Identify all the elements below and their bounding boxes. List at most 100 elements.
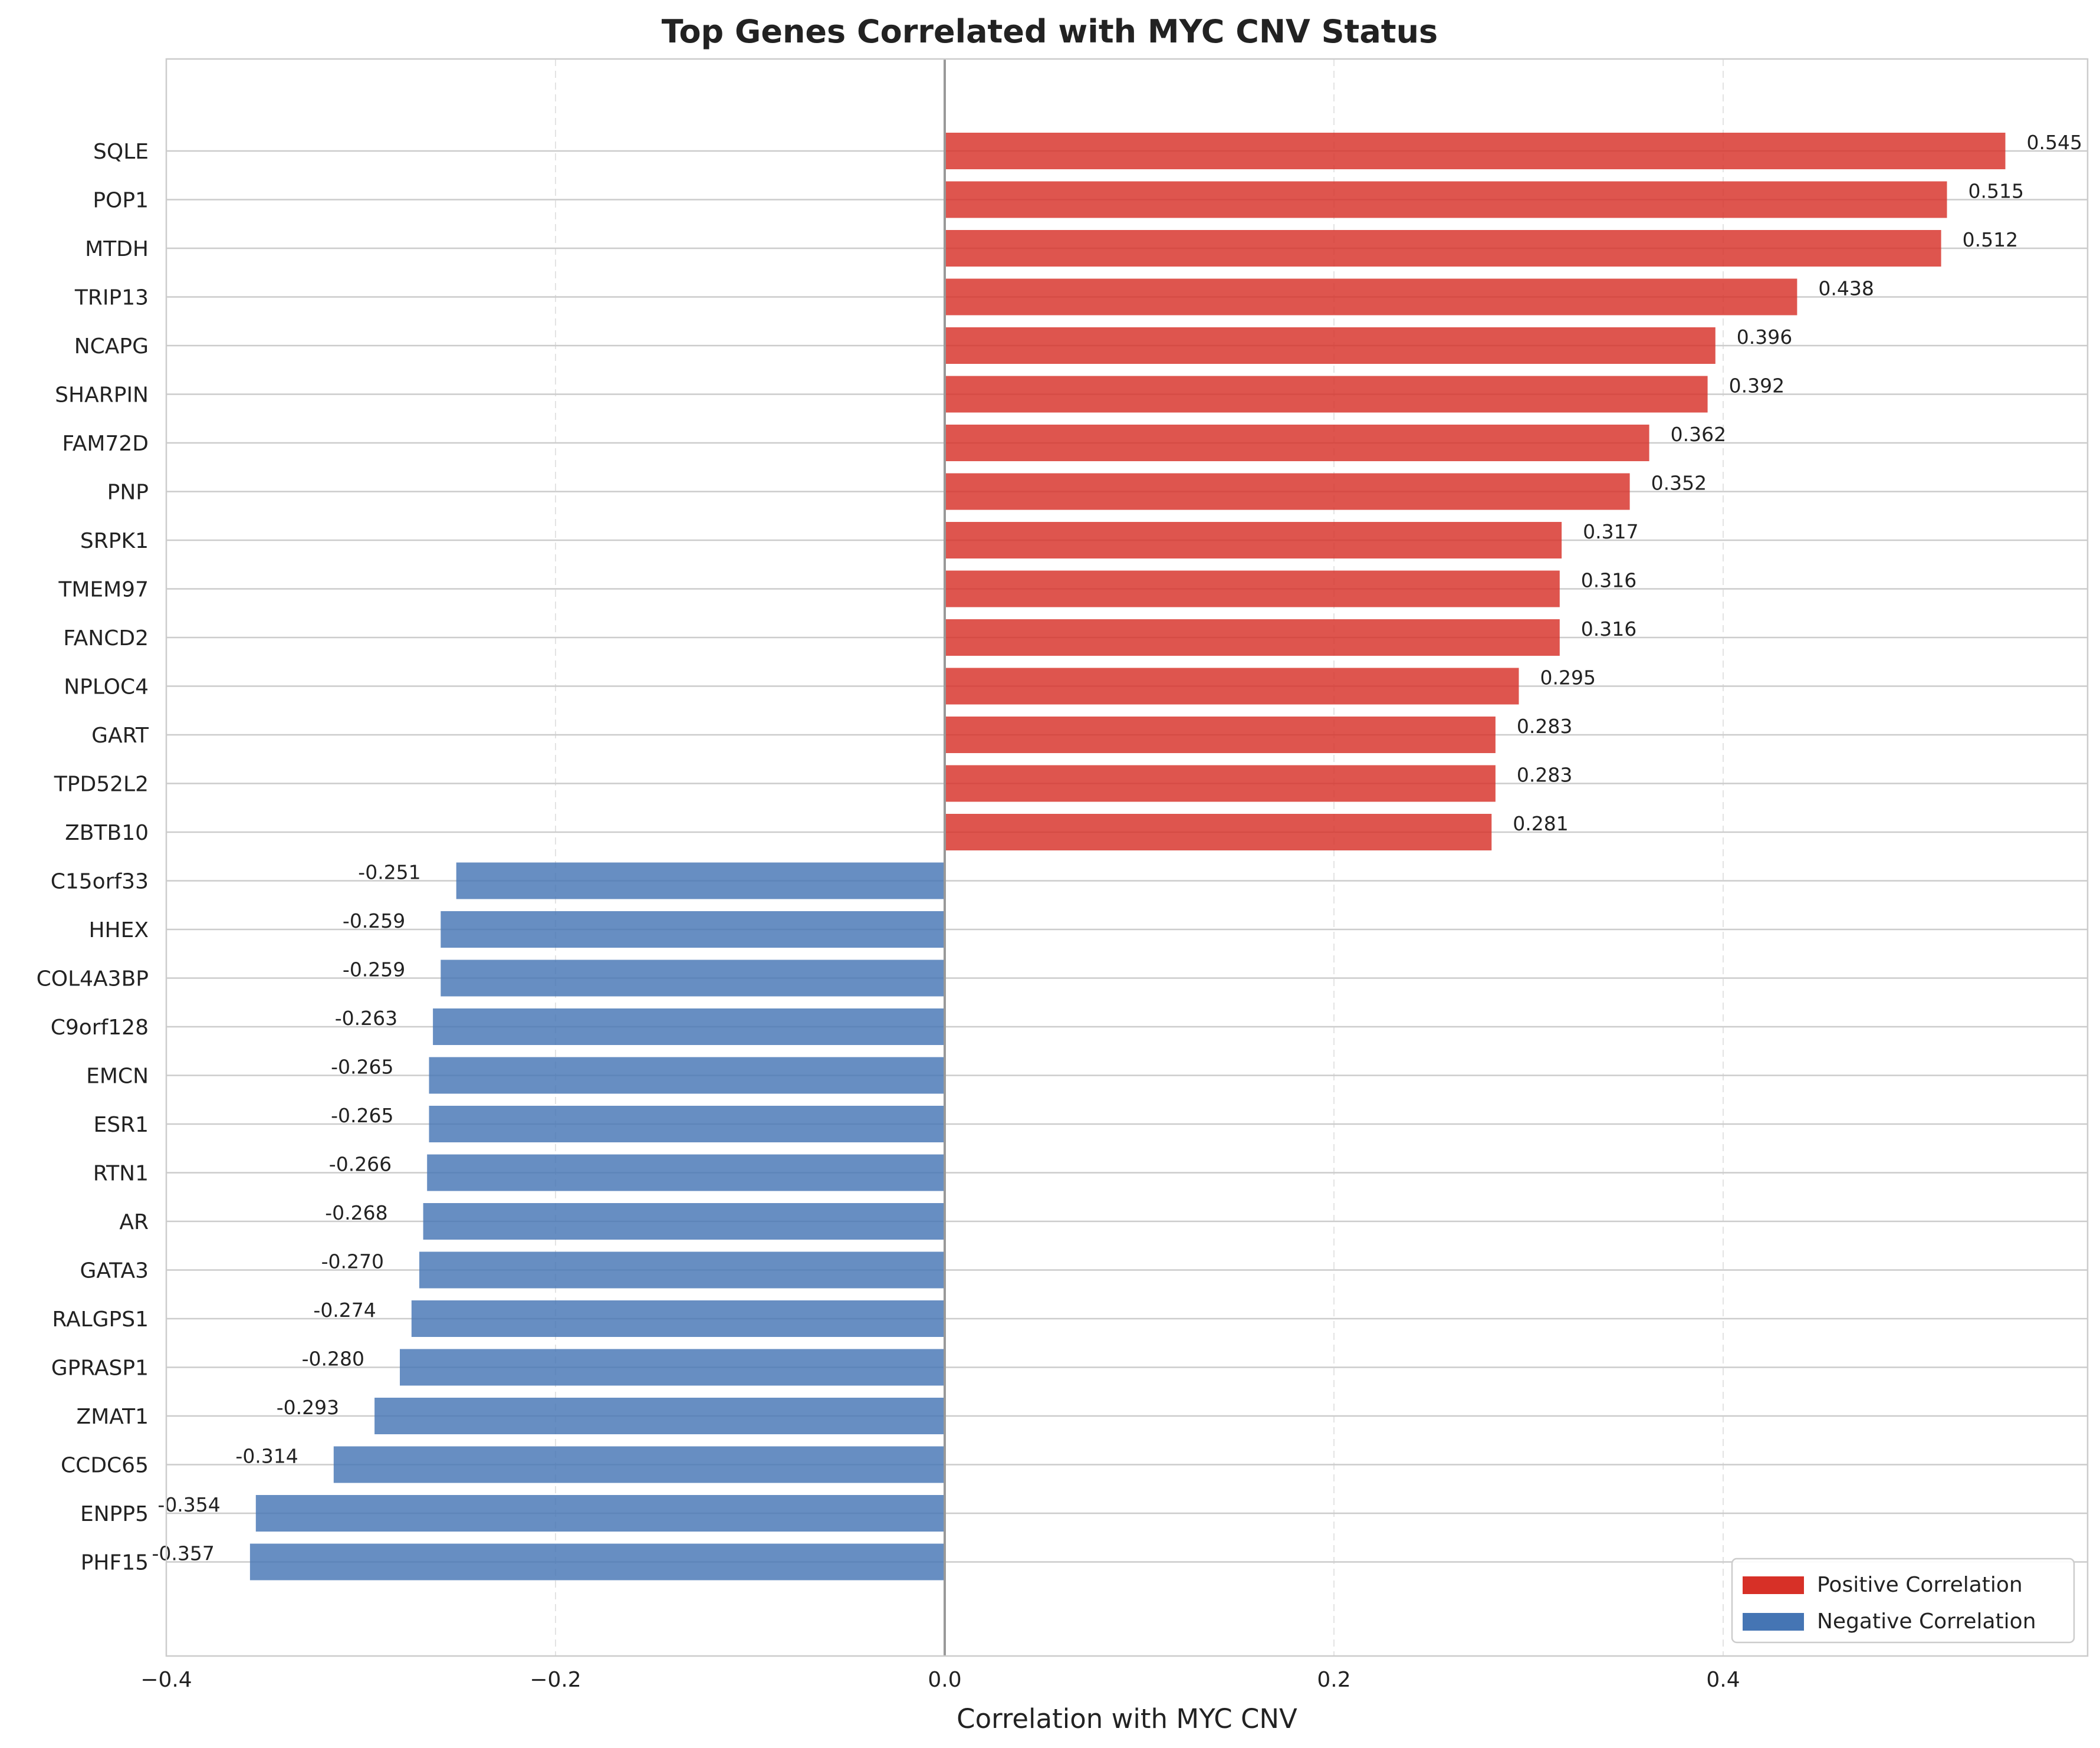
bar-gata3 xyxy=(419,1251,945,1289)
value-label: -0.280 xyxy=(302,1348,364,1371)
y-tick-label: AR xyxy=(119,1210,149,1234)
y-tick-label: FANCD2 xyxy=(63,626,149,650)
bar-zbtb10 xyxy=(945,814,1492,850)
bar-col4a3bp xyxy=(441,960,945,997)
x-axis-label: Correlation with MYC CNV xyxy=(957,1703,1297,1734)
x-tick-label: 0.2 xyxy=(1317,1668,1350,1692)
value-label: 0.362 xyxy=(1671,423,1726,446)
value-label: 0.317 xyxy=(1583,520,1638,543)
y-tick-label: COL4A3BP xyxy=(37,967,149,991)
value-label: 0.396 xyxy=(1737,326,1792,349)
y-tick-label: GART xyxy=(91,724,149,748)
value-label: -0.357 xyxy=(152,1542,215,1565)
legend-swatch xyxy=(1743,1613,1804,1631)
value-label: 0.545 xyxy=(2027,131,2082,154)
legend-box xyxy=(1731,1558,2075,1644)
y-tick-label: ZBTB10 xyxy=(65,821,149,845)
bar-c15orf33 xyxy=(456,862,945,899)
bar-mtdh xyxy=(945,230,1941,267)
y-tick-label: GPRASP1 xyxy=(51,1356,149,1381)
bar-fancd2 xyxy=(945,619,1560,656)
y-tick-label: PHF15 xyxy=(81,1551,149,1575)
y-tick-label: C9orf128 xyxy=(51,1016,149,1040)
y-tick-label: POP1 xyxy=(93,189,149,213)
legend-swatch xyxy=(1743,1576,1804,1594)
legend-label: Negative Correlation xyxy=(1817,1609,2036,1634)
value-label: 0.515 xyxy=(1968,180,2024,203)
y-tick-label: SQLE xyxy=(93,140,149,164)
y-tick-label: RTN1 xyxy=(93,1162,149,1186)
bar-tpd52l2 xyxy=(945,765,1496,802)
y-tick-label: C15orf33 xyxy=(51,870,149,894)
x-tick-label: 0.4 xyxy=(1706,1668,1740,1692)
bar-ralgps1 xyxy=(411,1300,945,1337)
value-label: -0.263 xyxy=(335,1007,397,1030)
bar-trip13 xyxy=(945,278,1797,316)
bar-ccdc65 xyxy=(333,1446,945,1483)
plot-frame xyxy=(165,58,2089,1657)
x-tick-label: −0.4 xyxy=(140,1668,192,1692)
legend: Positive Correlation Negative Correlation xyxy=(1731,1558,2075,1644)
y-tick-label: EMCN xyxy=(86,1064,149,1089)
value-label: 0.283 xyxy=(1517,715,1572,738)
y-tick-label: NPLOC4 xyxy=(64,675,149,699)
value-label: 0.295 xyxy=(1540,666,1596,689)
bar-gprasp1 xyxy=(400,1349,945,1386)
y-tick-label: MTDH xyxy=(85,237,149,261)
y-tick-label: NCAPG xyxy=(74,334,149,359)
bar-hhex xyxy=(441,911,945,948)
value-label: -0.259 xyxy=(343,958,405,981)
y-tick-label: HHEX xyxy=(88,918,149,942)
bar-nploc4 xyxy=(945,668,1519,705)
bar-zmat1 xyxy=(374,1398,945,1434)
value-label: -0.265 xyxy=(331,1104,393,1127)
value-label: -0.293 xyxy=(277,1396,339,1419)
y-tick-label: FAM72D xyxy=(62,432,149,456)
value-label: 0.316 xyxy=(1581,617,1636,640)
bar-pop1 xyxy=(945,181,1947,218)
y-tick-label: SRPK1 xyxy=(80,529,149,553)
bar-c9orf128 xyxy=(433,1008,945,1045)
x-tick-label: 0.0 xyxy=(928,1668,961,1692)
y-tick-label: PNP xyxy=(107,481,149,505)
y-tick-label: ENPP5 xyxy=(80,1502,149,1526)
bar-esr1 xyxy=(429,1106,945,1142)
legend-label: Positive Correlation xyxy=(1817,1573,2023,1597)
bar-ar xyxy=(423,1203,945,1240)
value-label: 0.512 xyxy=(1963,228,2018,251)
bar-gart xyxy=(945,717,1496,753)
value-label: -0.251 xyxy=(358,861,420,884)
bar-emcn xyxy=(429,1057,945,1094)
x-tick-label: −0.2 xyxy=(530,1668,581,1692)
y-tick-label: ZMAT1 xyxy=(77,1405,149,1429)
value-label: 0.392 xyxy=(1729,374,1784,397)
bar-ncapg xyxy=(945,327,1716,364)
bar-fam72d xyxy=(945,425,1649,461)
y-tick-label: TRIP13 xyxy=(74,286,149,310)
value-label: -0.274 xyxy=(313,1299,376,1322)
bar-rtn1 xyxy=(427,1154,945,1191)
value-label: 0.438 xyxy=(1818,277,1874,300)
y-tick-label: SHARPIN xyxy=(55,383,149,408)
value-label: 0.316 xyxy=(1581,569,1636,592)
bar-sharpin xyxy=(945,376,1708,413)
chart-title: Top Genes Correlated with MYC CNV Status xyxy=(662,13,1438,50)
y-tick-label: TPD52L2 xyxy=(54,773,149,797)
bar-srpk1 xyxy=(945,522,1562,558)
y-tick-label: ESR1 xyxy=(93,1113,149,1137)
value-label: -0.259 xyxy=(343,909,405,932)
bar-phf15 xyxy=(249,1543,945,1581)
bar-tmem97 xyxy=(945,570,1560,607)
y-tick-label: CCDC65 xyxy=(61,1454,149,1478)
value-label: -0.354 xyxy=(157,1493,220,1516)
bar-sqle xyxy=(945,133,2006,169)
bar-pnp xyxy=(945,473,1630,510)
value-label: -0.265 xyxy=(331,1056,393,1079)
y-tick-label: RALGPS1 xyxy=(52,1307,149,1332)
bar-enpp5 xyxy=(255,1495,945,1532)
value-label: 0.283 xyxy=(1517,764,1572,787)
value-label: 0.352 xyxy=(1651,472,1707,495)
value-label: -0.270 xyxy=(321,1250,384,1273)
